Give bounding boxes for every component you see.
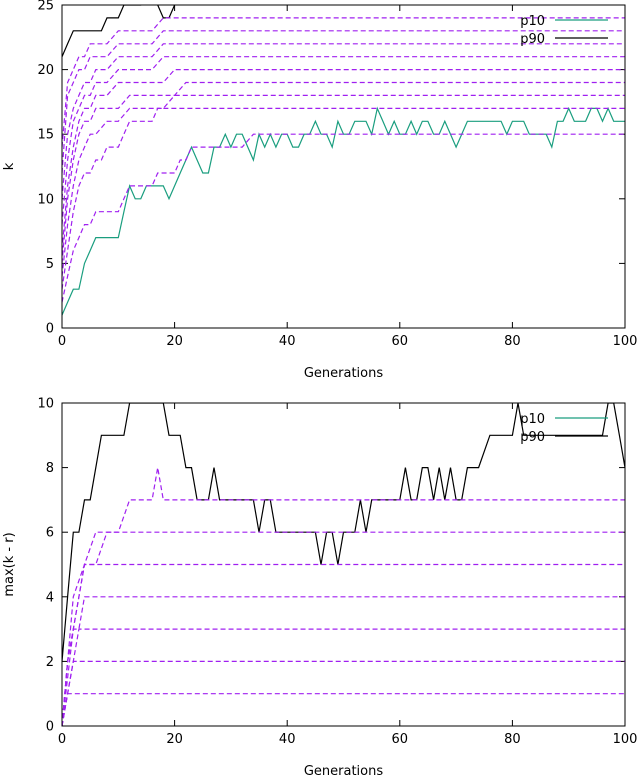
x-tick-label: 60 (392, 732, 409, 747)
x-tick-label: 80 (504, 732, 521, 747)
x-tick-label: 100 (613, 732, 638, 747)
y-tick-label: 2 (46, 655, 54, 670)
x-tick-label: 0 (58, 334, 66, 349)
percentile-series-line (62, 596, 625, 726)
plot-frame (61, 402, 626, 727)
y-tick-label: 15 (37, 128, 54, 143)
legend-label-p10: p10 (520, 14, 545, 29)
chart-bottom-max-k-minus-r: 0 20 40 60 80 100 0 2 4 6 8 10 Generations max(k - r)… (2, 397, 637, 775)
x-tick-label: 40 (279, 732, 296, 747)
percentile-series-line (62, 628, 625, 726)
y-tick-label: 8 (46, 461, 54, 476)
x-tick-label: 80 (504, 334, 521, 349)
legend-label-p90: p90 (520, 32, 545, 47)
percentile-series-line (62, 43, 625, 199)
percentile-series-line (62, 563, 625, 726)
y-tick-label: 25 (37, 0, 54, 14)
percentile-series-line (62, 56, 625, 225)
legend-label-p10: p10 (520, 412, 545, 427)
percentile-series-line (62, 693, 625, 726)
y-tick-label: 20 (37, 63, 54, 78)
y-axis-label: k (2, 162, 17, 170)
y-tick-label: 0 (46, 322, 54, 337)
percentile-series-line (62, 68, 625, 251)
percentile-series-line (62, 133, 625, 303)
series-line-p90 (62, 5, 176, 57)
x-tick-label: 20 (166, 334, 183, 349)
percentile-series-line (62, 467, 625, 726)
y-tick-label: 10 (37, 397, 54, 412)
percentile-series-line (62, 81, 625, 264)
x-axis-label: Generations (304, 764, 384, 775)
y-tick-label: 6 (46, 526, 54, 541)
series-line-p10 (62, 106, 625, 316)
x-tick-label: 60 (392, 334, 409, 349)
chart-top-k: 0 20 40 60 80 100 0 5 10 15 20 25 Generations k p10 p90 (2, 0, 637, 381)
x-tick-label: 40 (279, 334, 296, 349)
percentile-series-line (62, 660, 625, 726)
y-tick-label: 4 (46, 590, 54, 605)
x-tick-label: 100 (613, 334, 638, 349)
percentile-series-line (62, 17, 625, 148)
x-axis-label: Generations (304, 366, 384, 381)
y-tick-label: 0 (46, 720, 54, 735)
y-tick-label: 10 (37, 192, 54, 207)
plot-area (62, 5, 625, 316)
plot-frame (61, 4, 626, 329)
percentile-series-line (62, 30, 625, 174)
x-tick-label: 0 (58, 732, 66, 747)
plot-area (62, 403, 625, 726)
percentile-series-line (62, 107, 625, 290)
y-tick-label: 5 (46, 257, 54, 272)
legend-label-p90: p90 (520, 430, 545, 445)
percentile-series-line (62, 94, 625, 277)
y-axis-label: max(k - r) (2, 532, 17, 596)
x-tick-label: 20 (166, 732, 183, 747)
